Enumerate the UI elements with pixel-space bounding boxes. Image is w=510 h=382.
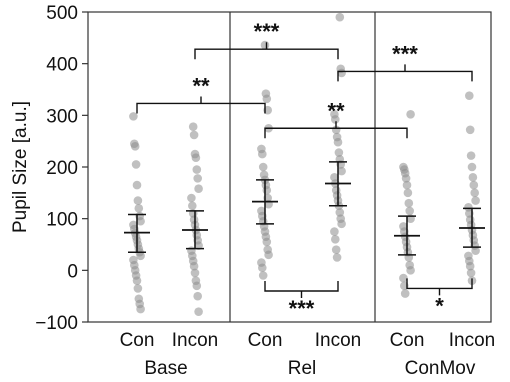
data-point (132, 180, 142, 190)
data-point (258, 162, 268, 172)
significance-bracket (264, 281, 339, 298)
y-axis-label: Pupil Size [a.u.] (10, 101, 31, 233)
y-tick-label: −100 (35, 313, 78, 334)
category-label: Con (248, 330, 283, 351)
data-point (468, 173, 478, 182)
data-point (188, 122, 198, 131)
data-point (193, 291, 202, 301)
data-point (189, 130, 199, 140)
data-point (129, 112, 138, 121)
data-point (467, 162, 477, 172)
data-point (406, 110, 415, 119)
data-point (189, 261, 199, 271)
data-point (192, 165, 202, 174)
data-point (331, 245, 341, 254)
significance-label: ** (327, 98, 345, 123)
data-point (337, 166, 346, 176)
data-point (258, 263, 267, 273)
data-point (466, 151, 476, 160)
data-point (399, 273, 408, 283)
data-point (136, 216, 145, 226)
y-tick-label: 100 (46, 210, 78, 231)
data-point (471, 196, 480, 205)
significance-bracket (136, 96, 266, 114)
data-point (404, 198, 414, 208)
data-point (191, 153, 201, 162)
data-point (190, 268, 200, 278)
y-tick-label: 400 (46, 55, 78, 76)
plot-frame (87, 11, 492, 323)
data-point (331, 115, 340, 124)
data-point (258, 271, 268, 280)
significance-label: * (435, 293, 444, 318)
data-point (465, 125, 475, 135)
data-point (401, 174, 411, 183)
significance-label: *** (289, 296, 315, 321)
significance-bracket (194, 42, 339, 60)
data-point (331, 235, 340, 244)
data-point (133, 284, 143, 293)
significance-label: *** (254, 19, 280, 44)
category-label: Con (390, 330, 425, 351)
data-point (131, 160, 141, 169)
data-point (262, 237, 272, 247)
data-point (192, 281, 202, 291)
significance-label: *** (392, 41, 418, 66)
data-point (465, 261, 475, 271)
y-tick-label: 0 (67, 261, 78, 282)
data-point (136, 304, 145, 314)
data-point (333, 137, 343, 147)
data-point (405, 206, 415, 216)
significance-bracket (337, 64, 473, 82)
data-point (132, 276, 142, 285)
group-label: ConMov (405, 358, 476, 379)
data-point (134, 204, 144, 213)
data-point (264, 250, 273, 260)
data-point (402, 180, 412, 190)
data-point (470, 188, 480, 198)
y-tick-label: 500 (46, 3, 78, 24)
data-point (194, 241, 203, 250)
significance-bracket (264, 121, 408, 139)
category-label: Con (120, 330, 155, 351)
data-point (471, 246, 480, 255)
data-point (403, 188, 413, 198)
data-point (465, 91, 474, 100)
data-point (400, 289, 410, 298)
data-point (330, 227, 339, 236)
data-point (334, 148, 344, 157)
category-label: Incon (315, 330, 361, 351)
data-point (337, 219, 346, 229)
significance-bracket (406, 278, 473, 296)
data-point (193, 174, 202, 183)
data-point (258, 149, 267, 159)
y-tick-label: 300 (46, 106, 78, 127)
group-label: Rel (288, 358, 317, 379)
data-point (194, 307, 203, 316)
category-label: Incon (172, 330, 218, 351)
data-point (332, 253, 342, 262)
data-point (406, 266, 415, 275)
data-point (466, 268, 476, 278)
data-point (469, 180, 479, 190)
data-point (194, 184, 203, 193)
data-point (133, 196, 143, 205)
data-point (262, 94, 272, 104)
data-point (188, 201, 197, 211)
group-label: Base (144, 358, 187, 379)
data-point (335, 12, 345, 22)
data-point (130, 142, 140, 151)
data-point (262, 185, 272, 195)
y-tick-label: 200 (46, 158, 78, 179)
category-label: Incon (449, 330, 495, 351)
significance-label: ** (192, 73, 210, 98)
data-point (187, 193, 196, 203)
data-point (136, 251, 145, 261)
